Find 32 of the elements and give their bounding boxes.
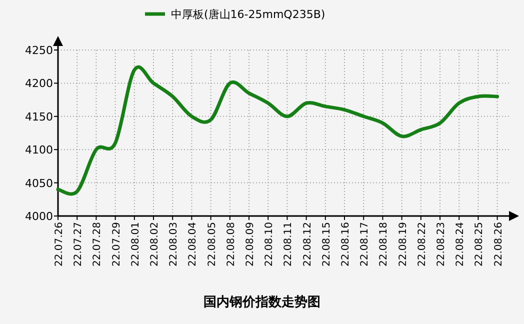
y-tick-label: 4150 — [25, 110, 53, 124]
x-tick-label: 22.08.08 — [226, 222, 237, 267]
x-tick-label: 22.08.05 — [206, 222, 218, 267]
y-tick-label: 4200 — [25, 77, 53, 90]
x-tick-label: 22.08.26 — [493, 222, 504, 267]
x-tick-label: 22.08.18 — [378, 222, 390, 267]
x-tick-label: 22.08.04 — [188, 222, 199, 267]
x-tick-label: 22.07.27 — [73, 222, 84, 267]
y-tick-label: 4000 — [25, 210, 53, 223]
y-tick-label: 4050 — [25, 176, 53, 190]
x-tick-label: 22.08.01 — [130, 222, 142, 267]
y-tick-label: 4100 — [25, 144, 53, 157]
x-tick-label: 22.08.24 — [455, 222, 466, 267]
x-tick-label: 22.08.17 — [360, 222, 371, 267]
x-tick-label: 22.08.02 — [150, 222, 160, 267]
x-tick-label: 22.08.11 — [283, 222, 294, 267]
legend-label: 中厚板(唐山16-25mmQ235B) — [171, 8, 326, 21]
x-tick-label: 22.07.26 — [54, 222, 65, 267]
x-tick-label: 22.08.15 — [321, 222, 332, 267]
x-tick-label: 22.08.23 — [436, 222, 447, 267]
x-tick-label: 22.08.09 — [245, 222, 256, 267]
x-tick-label: 22.08.22 — [416, 222, 428, 267]
x-tick-label: 22.08.19 — [398, 222, 409, 267]
x-tick-label: 22.07.28 — [92, 222, 104, 267]
x-tick-label: 22.07.29 — [111, 222, 122, 267]
x-tick-label: 22.08.10 — [264, 222, 276, 267]
x-tick-label: 22.08.03 — [168, 222, 180, 267]
x-tick-label: 22.08.25 — [474, 222, 486, 267]
y-tick-label: 4250 — [25, 44, 53, 57]
x-tick-label: 22.08.16 — [340, 222, 352, 267]
text: 国内钢价指数走势图 — [204, 294, 320, 310]
x-tick-label: 22.08.12 — [302, 222, 314, 267]
